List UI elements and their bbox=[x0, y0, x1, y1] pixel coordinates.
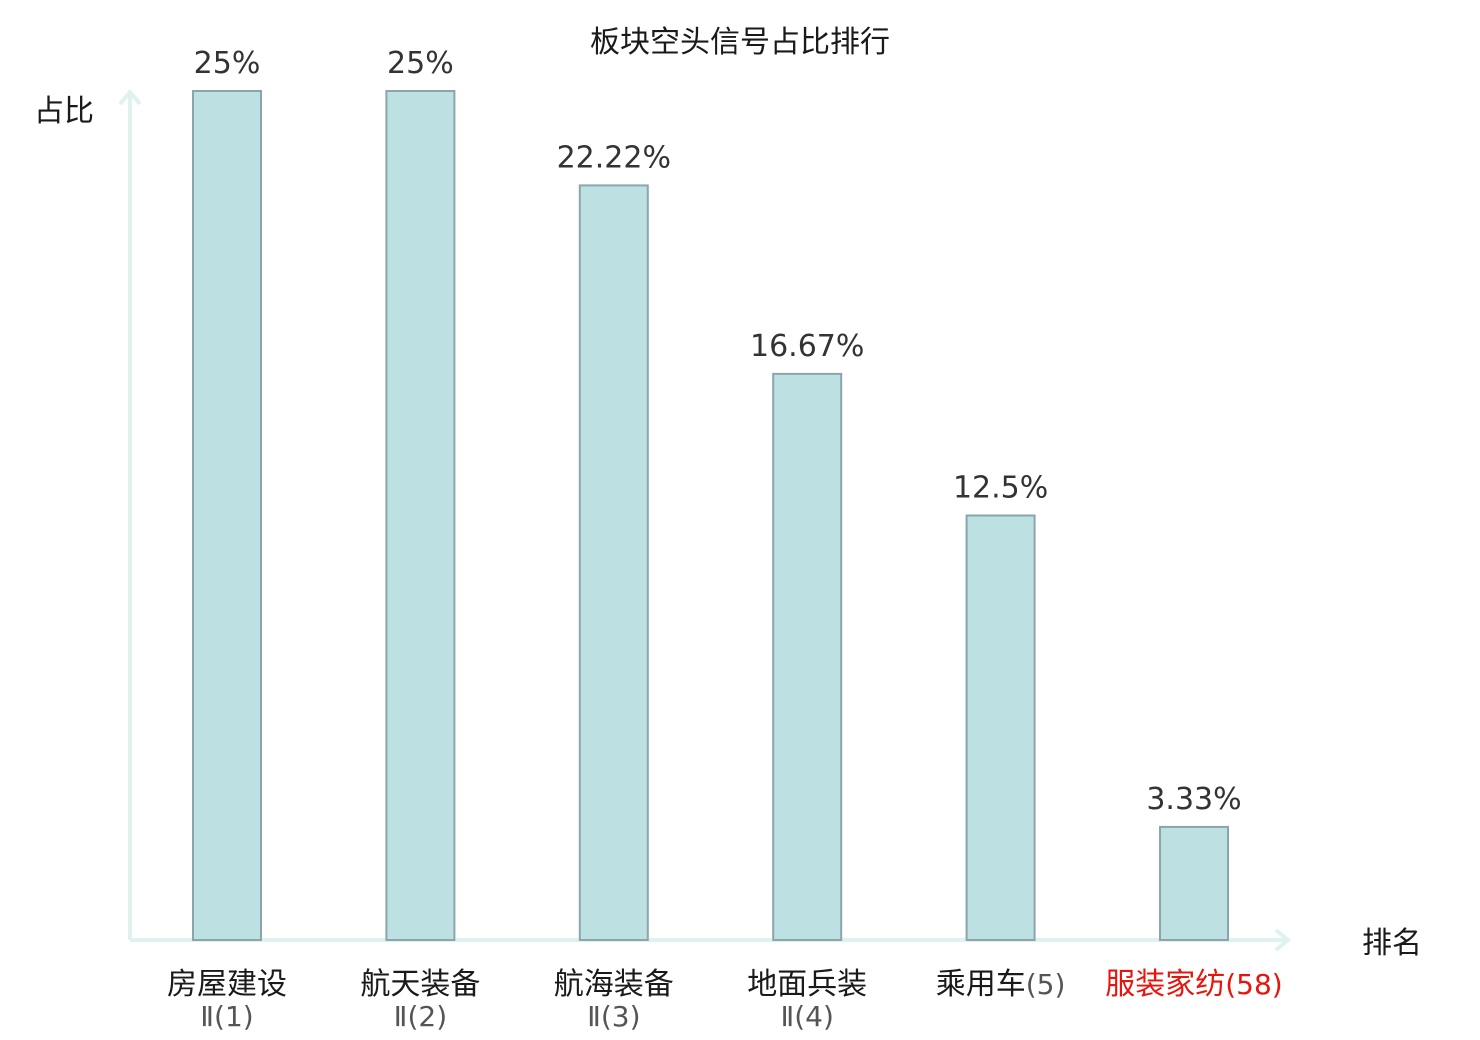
category-name: 服装家纺 bbox=[1105, 967, 1225, 1002]
axes bbox=[118, 88, 1292, 952]
category-name: 航天装备 bbox=[360, 967, 480, 1002]
category-rank: (5) bbox=[1026, 968, 1066, 1001]
category-rank: Ⅱ(1) bbox=[200, 1000, 253, 1033]
x-axis-label: 排名 bbox=[1362, 926, 1422, 961]
category-name: 房屋建设 bbox=[167, 967, 287, 1002]
value-labels-group: 25% 25% 22.22% 16.67% 12.5% 3.33% bbox=[194, 46, 1242, 817]
category-name: 地面兵装 bbox=[747, 967, 867, 1002]
bar bbox=[965, 514, 1036, 941]
category-name: 乘用车 bbox=[936, 967, 1026, 1002]
bar bbox=[1159, 825, 1229, 942]
bar-value-label: 16.67% bbox=[750, 329, 864, 364]
bar-value-label: 22.22% bbox=[557, 140, 671, 175]
category-label: 服装家纺(58) bbox=[1105, 967, 1282, 1002]
category-rank: Ⅱ(4) bbox=[780, 1000, 833, 1033]
bar bbox=[385, 90, 456, 941]
category-rank: (58) bbox=[1225, 968, 1282, 1001]
bar-value-label: 25% bbox=[194, 46, 261, 81]
category-rank: Ⅱ(2) bbox=[394, 1000, 447, 1033]
bar bbox=[192, 90, 262, 941]
y-axis-label: 占比 bbox=[34, 94, 94, 129]
bar bbox=[578, 184, 649, 941]
category-label: 乘用车(5) bbox=[936, 967, 1066, 1002]
category-rank: Ⅱ(3) bbox=[587, 1000, 640, 1033]
bar bbox=[772, 372, 843, 942]
chart-title: 板块空头信号占比排行 bbox=[590, 25, 890, 60]
category-name: 航海装备 bbox=[554, 967, 674, 1002]
bar-value-label: 12.5% bbox=[953, 471, 1048, 506]
y-axis-arrow bbox=[118, 88, 142, 106]
x-axis-arrow bbox=[1274, 928, 1292, 952]
bar-value-label: 3.33% bbox=[1146, 782, 1241, 817]
bar-value-label: 25% bbox=[387, 46, 454, 81]
bars-group bbox=[192, 90, 1229, 942]
